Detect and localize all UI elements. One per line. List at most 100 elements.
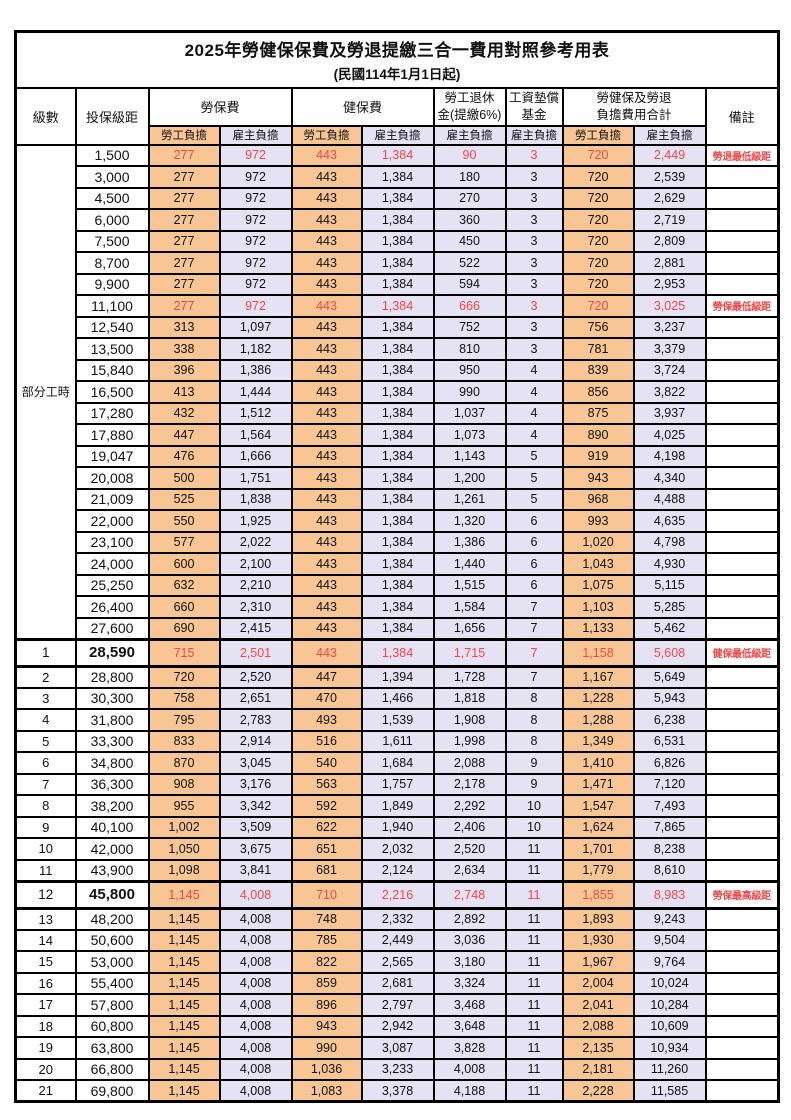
fee-cell: 1,624 [561, 815, 635, 839]
fee-cell: 1,145 [147, 950, 221, 974]
fee-cell: 1,145 [147, 907, 221, 931]
bracket-cell: 21,009 [74, 487, 150, 511]
fee-cell: 2,041 [561, 993, 635, 1017]
fee-cell: 3,045 [218, 751, 293, 775]
page-title: 2025年勞健保保費及勞退提繳三合一費用對照參考用表 [184, 41, 610, 61]
table-row: 24,000 600 2,100 443 1,384 1,440 6 1,043 4,930 [16, 552, 780, 576]
fee-cell: 4 [504, 423, 564, 447]
fee-cell: 1,384 [360, 143, 435, 167]
col-header-bracket: 投保級距 [74, 86, 150, 146]
col-header-total: 勞健保及勞退 負擔費用合計 [561, 86, 707, 127]
fee-cell: 577 [147, 530, 221, 554]
table-row: 13,500 338 1,182 443 1,384 810 3 781 3,379 [16, 337, 780, 361]
fee-cell: 2,124 [360, 858, 435, 882]
fee-cell: 3,468 [432, 993, 507, 1017]
fee-cell: 1,539 [360, 708, 435, 732]
table-row: 5 33,300 833 2,914 516 1,611 1,998 8 1,349 6,531 [14, 729, 780, 753]
fee-cell: 1,145 [147, 879, 221, 910]
pension-label-line2: 金(提繳6%) [437, 107, 502, 122]
fee-cell: 890 [561, 423, 635, 447]
bracket-cell: 20,008 [74, 466, 150, 490]
remark-cell [704, 337, 780, 361]
fee-cell: 443 [290, 315, 363, 339]
fee-cell: 1,564 [218, 423, 293, 447]
fee-cell: 990 [432, 380, 507, 404]
fee-cell: 1,158 [561, 637, 635, 668]
remark-cell: 勞保最高級距 [704, 879, 780, 910]
bracket-cell: 23,100 [74, 530, 150, 554]
fee-cell: 972 [218, 165, 293, 189]
fee-cell: 1,075 [561, 573, 635, 597]
fee-cell: 4,008 [432, 1057, 507, 1081]
premium-comparison-table: 2025年勞健保保費及勞退提繳三合一費用對照參考用表 (民國114年1月1日起)… [14, 30, 781, 1103]
fee-cell: 3 [504, 143, 564, 167]
fee-cell: 720 [561, 229, 635, 253]
fee-cell: 10 [504, 794, 564, 818]
remark-cell [704, 729, 780, 753]
fee-cell: 11 [504, 1036, 564, 1060]
table-row: 14 50,600 1,145 4,008 785 2,449 3,036 11 1,930 9,… [14, 928, 780, 952]
table-row: 16,500 413 1,444 443 1,384 990 4 856 3,822 [16, 380, 780, 404]
fee-cell: 1,145 [147, 928, 221, 952]
fee-cell: 4,798 [632, 530, 707, 554]
fee-cell: 6,826 [632, 751, 707, 775]
fee-cell: 2,539 [632, 165, 707, 189]
remark-cell [704, 401, 780, 425]
fee-cell: 6,238 [632, 708, 707, 732]
table-row: 21 69,800 1,145 4,008 1,083 3,378 4,188 11 2,228… [14, 1079, 780, 1103]
level-cell: 21 [14, 1079, 77, 1103]
bracket-cell: 43,900 [74, 858, 150, 882]
fee-cell: 1,728 [432, 665, 507, 689]
fee-cell: 6 [504, 530, 564, 554]
table-row: 15 53,000 1,145 4,008 822 2,565 3,180 11 1,967 9,… [14, 950, 780, 974]
header-row-groups: 級數 投保級距 勞保費 健保費 勞工退休 金(提繳6%) 工資墊償 基金 勞健保… [14, 86, 780, 146]
fee-cell: 3 [504, 294, 564, 318]
fee-cell: 2,415 [218, 616, 293, 640]
fee-cell: 4,635 [632, 509, 707, 533]
level-cell: 5 [14, 729, 77, 753]
fee-cell: 4,488 [632, 487, 707, 511]
col-header-wage-fund: 工資墊償 基金 [504, 86, 564, 127]
fee-cell: 443 [290, 358, 363, 382]
fee-cell: 972 [218, 208, 293, 232]
fee-cell: 9,504 [632, 928, 707, 952]
bracket-cell: 16,500 [74, 380, 150, 404]
remark-cell [704, 794, 780, 818]
bracket-cell: 25,250 [74, 573, 150, 597]
remark-cell [704, 993, 780, 1017]
fee-cell: 968 [561, 487, 635, 511]
bracket-cell: 38,200 [74, 794, 150, 818]
total-label-line1: 勞健保及勞退 [596, 90, 672, 105]
fee-cell: 2,032 [360, 837, 435, 861]
remark-cell [704, 315, 780, 339]
fee-cell: 1,384 [360, 272, 435, 296]
fee-cell: 690 [147, 616, 221, 640]
fee-cell: 11 [504, 858, 564, 882]
fee-cell: 2,629 [632, 186, 707, 210]
fee-cell: 4 [504, 358, 564, 382]
fee-cell: 1,103 [561, 595, 635, 619]
subheader-labor-employee: 勞工負擔 [147, 124, 221, 146]
fee-cell: 2,004 [561, 971, 635, 995]
remark-cell [704, 186, 780, 210]
fee-cell: 1,684 [360, 751, 435, 775]
fee-cell: 5,285 [632, 595, 707, 619]
fee-cell: 3 [504, 165, 564, 189]
fee-cell: 11 [504, 971, 564, 995]
bracket-cell: 7,500 [74, 229, 150, 253]
fee-cell: 1,547 [561, 794, 635, 818]
level-cell: 16 [14, 971, 77, 995]
fee-cell: 4,188 [432, 1079, 507, 1103]
fee-cell: 2,216 [360, 879, 435, 910]
table-row: 25,250 632 2,210 443 1,384 1,515 6 1,075 5,115 [16, 573, 780, 597]
fee-cell: 413 [147, 380, 221, 404]
fee-cell: 11,585 [632, 1079, 707, 1103]
subheader-health-employer: 雇主負擔 [360, 124, 435, 146]
fee-cell: 7 [504, 616, 564, 640]
fee-cell: 3 [504, 229, 564, 253]
fee-cell: 360 [432, 208, 507, 232]
bracket-cell: 27,600 [74, 616, 150, 640]
wage-fund-label-line2: 基金 [521, 107, 547, 122]
fee-cell: 5 [504, 466, 564, 490]
fee-cell: 1,349 [561, 729, 635, 753]
